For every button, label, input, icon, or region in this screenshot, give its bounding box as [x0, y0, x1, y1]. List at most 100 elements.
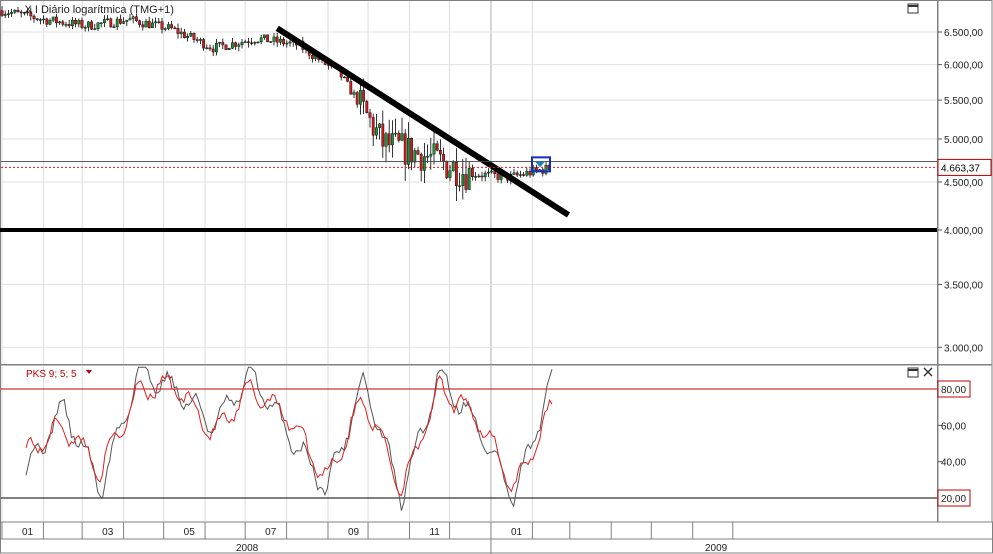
- candle-body: [45, 18, 49, 25]
- candle-body: [19, 11, 23, 14]
- candle-body: [522, 174, 526, 176]
- candle-body: [413, 150, 417, 163]
- candle-body: [240, 42, 244, 45]
- candle-body: [157, 21, 161, 23]
- candle-body: [134, 16, 138, 21]
- candle-body: [186, 35, 189, 38]
- candle-body: [375, 127, 378, 136]
- candle-body: [42, 18, 46, 21]
- candle-body: [170, 24, 173, 29]
- candle-body: [106, 18, 110, 20]
- candle-body: [218, 41, 221, 44]
- candle-body: [487, 171, 490, 174]
- indicator-panel[interactable]: PKS 9; 5; 5: [0, 364, 938, 523]
- candle-body: [359, 90, 362, 105]
- candle-body: [86, 21, 90, 28]
- candle-body: [423, 156, 426, 171]
- candle-body: [211, 48, 215, 53]
- close-indicator-icon[interactable]: [923, 367, 933, 377]
- indicator-axis-tick-label: 80,00: [941, 385, 966, 396]
- candle-body: [182, 31, 186, 38]
- candle-body: [490, 170, 493, 173]
- candle-body: [263, 34, 266, 38]
- price-axis-tick-label: 6.000,00: [944, 61, 983, 72]
- candle-body: [419, 153, 423, 171]
- indicator-d-line: [25, 375, 553, 497]
- candle-body: [365, 101, 369, 113]
- candle-body: [439, 150, 442, 155]
- candle-body: [246, 41, 250, 43]
- candle-body: [445, 161, 449, 178]
- candle-body: [6, 13, 10, 15]
- candle-body: [343, 76, 346, 79]
- candle-body: [39, 19, 42, 21]
- candle-body: [154, 21, 157, 24]
- candle-body: [198, 39, 202, 41]
- candle-body: [483, 172, 487, 178]
- restore-indicator-icon[interactable]: [907, 367, 919, 378]
- candle-body: [442, 153, 445, 162]
- candle-body: [10, 12, 13, 14]
- candle-body: [166, 24, 170, 29]
- month-label: 07: [265, 527, 277, 538]
- price-axis-tick-label: 3.500,00: [944, 280, 983, 291]
- indicator-series: [25, 366, 553, 511]
- candle-body: [128, 18, 132, 21]
- candle-body: [394, 132, 397, 135]
- candle-body: [451, 162, 455, 172]
- candle-body: [352, 92, 356, 95]
- candle-body: [474, 176, 477, 178]
- candle-body: [115, 18, 119, 27]
- candle-body: [237, 44, 241, 47]
- price-panel[interactable]: X I Diário logarítmica (TMG+1): [0, 0, 938, 365]
- candle-body: [407, 137, 410, 165]
- candle-body: [496, 173, 500, 180]
- candle-body: [26, 11, 29, 14]
- candle-body: [147, 21, 151, 29]
- indicator-axis-tick-label: 20,00: [941, 494, 966, 505]
- candle-body: [234, 42, 237, 47]
- candle-body: [138, 20, 141, 25]
- year-label: 2008: [236, 543, 259, 554]
- candle-body: [355, 92, 359, 105]
- candle-body: [64, 24, 68, 26]
- candle-body: [29, 11, 33, 17]
- price-axis-tick-label: 5.500,00: [944, 96, 983, 107]
- candle-body: [13, 10, 17, 13]
- price-overlays: [0, 25, 937, 232]
- candle-body: [74, 19, 78, 25]
- candle-body: [519, 174, 522, 176]
- candle-body: [432, 143, 436, 155]
- candle-body: [515, 172, 519, 176]
- candle-body: [250, 42, 253, 44]
- indicator-label[interactable]: PKS 9; 5; 5: [26, 369, 77, 380]
- candle-body: [32, 15, 36, 19]
- candle-body: [61, 21, 65, 25]
- maximize-price-panel-icon[interactable]: [907, 3, 919, 14]
- indicator-level-box: [937, 489, 971, 507]
- candle-body: [455, 162, 458, 187]
- candle-body: [214, 43, 218, 53]
- candle-body: [467, 168, 471, 190]
- candle-body: [403, 133, 407, 165]
- candle-body: [400, 133, 404, 141]
- time-axis: 01 03 05 07 09 11 01 2008 2009: [0, 521, 993, 554]
- candle-body: [83, 27, 87, 29]
- candle-body: [279, 38, 282, 43]
- candle-body: [55, 16, 58, 24]
- candle-body: [109, 18, 113, 28]
- candle-body: [230, 42, 234, 49]
- last-price-label: 4.663,37: [941, 163, 980, 174]
- candle-body: [397, 132, 401, 141]
- candle-body: [144, 21, 148, 28]
- indicator-level-box: [937, 380, 971, 398]
- price-axis-tick-label: 4.500,00: [944, 178, 983, 189]
- candle-body: [346, 76, 349, 82]
- candle-body: [282, 38, 285, 45]
- price-axis-tick-label: 6.500,00: [944, 28, 983, 39]
- indicator-dropdown-icon[interactable]: [86, 370, 92, 374]
- candle-body: [102, 19, 106, 23]
- alert-marker-arrow: [535, 161, 545, 168]
- price-axis-tick-label: 4.000,00: [944, 226, 983, 237]
